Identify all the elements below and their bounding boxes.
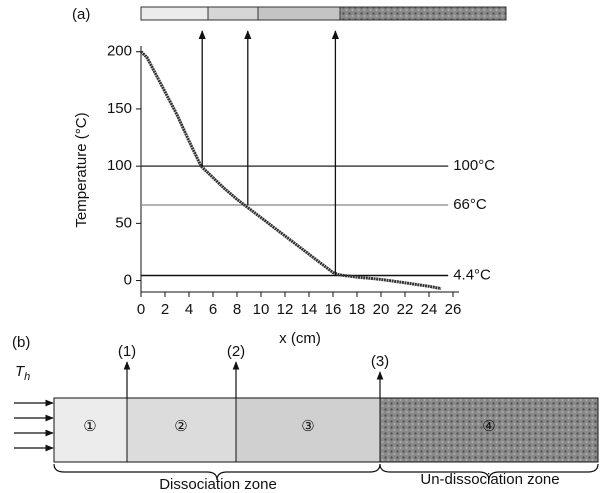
- x-axis-label: x (cm): [279, 330, 321, 347]
- x-tick-label: 16: [325, 301, 342, 318]
- x-tick-label: 2: [161, 301, 169, 318]
- zone-number: ①: [83, 418, 96, 435]
- reference-label: 4.4°C: [453, 266, 491, 283]
- zone-number: ②: [174, 418, 187, 435]
- zone-number: ④: [482, 418, 495, 435]
- y-tick-label: 50: [115, 214, 132, 231]
- x-tick-label: 4: [185, 301, 193, 318]
- x-tick-label: 18: [349, 301, 366, 318]
- reference-label: 66°C: [453, 196, 487, 213]
- y-axis-label: Temperature (°C): [73, 112, 90, 227]
- phase-bar: [140, 6, 507, 21]
- x-tick-label: 8: [233, 301, 241, 318]
- y-tick-label: 100: [107, 157, 132, 174]
- braces: [53, 463, 599, 481]
- boundary-label: (3): [371, 353, 389, 370]
- boundary-arrows: [123, 361, 384, 398]
- boundary-label: (1): [118, 343, 136, 360]
- x-tick-label: 0: [137, 301, 145, 318]
- temperature-curve: [139, 50, 442, 291]
- zone-name: Un-dissociation zone: [420, 471, 559, 488]
- x-tick-label: 22: [397, 301, 414, 318]
- zone-name: Dissociation zone: [159, 476, 277, 493]
- boundary-label: (2): [227, 343, 245, 360]
- zone: [379, 397, 599, 463]
- reference-label: 100°C: [453, 157, 495, 174]
- zone: [53, 397, 128, 463]
- x-tick-label: 14: [301, 301, 318, 318]
- x-tick-label: 20: [373, 301, 390, 318]
- x-tick-label: 6: [209, 301, 217, 318]
- panel-label: (b): [12, 334, 30, 351]
- inlet-arrows: [14, 399, 54, 452]
- x-tick-label: 24: [421, 301, 438, 318]
- y-tick-label: 150: [107, 100, 132, 117]
- zone: [235, 397, 381, 463]
- x-tick-label: 12: [277, 301, 294, 318]
- x-tick-label: 26: [445, 301, 462, 318]
- x-tick-label: 10: [253, 301, 270, 318]
- y-tick-label: 200: [107, 43, 132, 60]
- zone-number: ③: [301, 418, 314, 435]
- panel-label: (a): [72, 6, 90, 23]
- inlet-label: Th: [15, 363, 30, 383]
- y-tick-label: 0: [124, 272, 132, 289]
